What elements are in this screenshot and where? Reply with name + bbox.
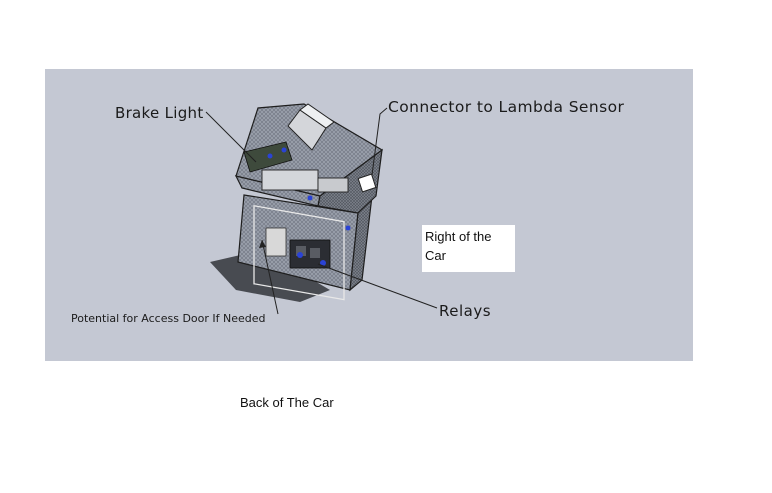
connector-label: Connector to Lambda Sensor xyxy=(388,98,625,116)
right-of-car-label: Right of the Car xyxy=(425,229,492,263)
brake-light-leader xyxy=(205,111,257,163)
relay-block xyxy=(265,225,351,269)
connector-port xyxy=(357,173,377,193)
relays-leader xyxy=(317,263,438,309)
brake-light-module xyxy=(243,141,349,201)
figure-caption: Back of The Car xyxy=(240,395,334,410)
connector-leader xyxy=(371,107,388,176)
upper-box-right xyxy=(317,148,383,214)
right-of-car-box: Right of the Car xyxy=(422,225,515,272)
access-door-outline xyxy=(253,205,345,301)
relays-label: Relays xyxy=(439,302,492,320)
access-door-label: Potential for Access Door If Needed xyxy=(71,312,266,325)
access-door-leader xyxy=(261,239,279,315)
brake-light-label: Brake Light xyxy=(115,104,204,122)
